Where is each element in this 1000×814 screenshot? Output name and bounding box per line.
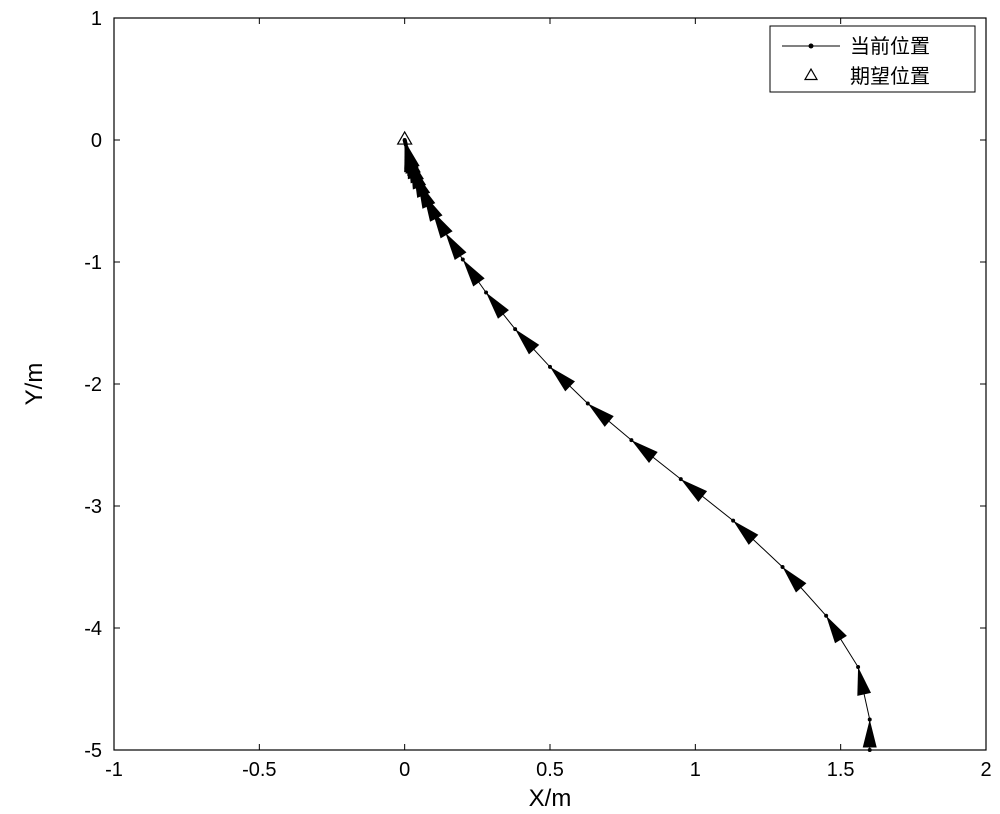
legend-label-target: 期望位置 [850, 65, 930, 88]
y-tick-label: -1 [84, 252, 102, 274]
x-tick-label: 0.5 [536, 759, 564, 781]
trajectory-arrow-icon [486, 293, 509, 319]
trajectory-arrow-icon [826, 616, 847, 643]
legend-dot-sample [809, 44, 814, 49]
trajectory-arrow-icon [681, 479, 707, 502]
legend-label-current: 当前位置 [850, 35, 930, 58]
trajectory-arrow-icon [863, 720, 877, 748]
trajectory-arrow-icon [631, 440, 657, 463]
y-tick-label: 0 [91, 130, 102, 152]
x-axis-label: X/m [529, 785, 572, 812]
x-tick-label: -1 [105, 759, 123, 781]
y-axis-label: Y/m [21, 363, 48, 406]
x-tick-label: 1.5 [827, 759, 855, 781]
y-tick-label: -3 [84, 496, 102, 518]
plot-box [114, 18, 986, 750]
y-tick-label: -4 [84, 618, 102, 640]
trajectory-arrow-icon [445, 233, 466, 260]
trajectory-chart: -1 -0.5 0 0.5 1 1.5 2 -5 -4 -3 -2 -1 0 1 X/m Y/m 当前位置期望位… [0, 0, 1000, 814]
x-tick-label: 2 [980, 759, 991, 781]
y-tick-label: -5 [84, 740, 102, 762]
x-tick-label: -0.5 [242, 759, 276, 781]
trajectory-arrow-icon [463, 260, 485, 287]
y-tick-label: -2 [84, 374, 102, 396]
trajectory-point [868, 748, 872, 752]
trajectory-arrow-icon [857, 667, 871, 696]
trajectory-arrow-icon [783, 567, 807, 593]
y-tick-label: 1 [91, 8, 102, 30]
x-tick-label: 0 [399, 759, 410, 781]
chart-container: -1 -0.5 0 0.5 1 1.5 2 -5 -4 -3 -2 -1 0 1 X/m Y/m 当前位置期望位… [0, 0, 1000, 814]
x-tick-label: 1 [690, 759, 701, 781]
trajectory-arrow-icon [588, 404, 614, 427]
